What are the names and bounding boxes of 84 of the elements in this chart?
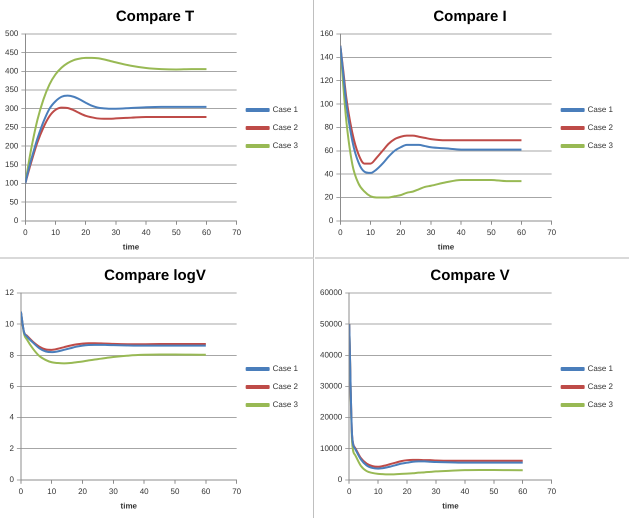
legend-label: Case 1 bbox=[272, 105, 299, 114]
x-tick-label: 40 bbox=[140, 486, 150, 496]
y-tick-label: 12 bbox=[4, 288, 14, 298]
legend-label: Case 3 bbox=[588, 141, 614, 150]
y-tick-label: 6 bbox=[9, 382, 14, 391]
legend-label: Case 1 bbox=[588, 364, 614, 374]
y-tick-label: 50000 bbox=[320, 319, 343, 328]
y-tick-label: 4 bbox=[9, 412, 14, 422]
x-tick-label: 60 bbox=[517, 228, 526, 237]
y-tick-label: 40000 bbox=[320, 350, 343, 360]
x-tick-label: 0 bbox=[23, 228, 28, 237]
y-tick-label: 30000 bbox=[320, 382, 343, 391]
x-tick-label: 30 bbox=[108, 486, 118, 496]
y-tick-label: 10 bbox=[4, 319, 14, 328]
x-axis-title: time bbox=[442, 501, 460, 510]
x-tick-label: 10 bbox=[366, 228, 376, 237]
legend-label: Case 2 bbox=[272, 123, 299, 132]
x-tick-label: 40 bbox=[460, 486, 470, 496]
x-tick-label: 10 bbox=[47, 486, 57, 496]
chart-title: Compare I bbox=[433, 8, 507, 26]
y-tick-label: 140 bbox=[320, 52, 334, 62]
y-tick-label: 400 bbox=[4, 66, 19, 76]
y-tick-label: 250 bbox=[4, 122, 19, 132]
y-tick-label: 20 bbox=[324, 192, 334, 202]
y-tick-label: 20000 bbox=[320, 412, 343, 422]
legend-label: Case 1 bbox=[588, 105, 614, 114]
x-tick-label: 20 bbox=[78, 486, 88, 496]
y-tick-label: 2 bbox=[9, 444, 14, 453]
y-tick-label: 0 bbox=[9, 475, 14, 484]
y-tick-label: 0 bbox=[338, 475, 343, 484]
y-tick-label: 50 bbox=[9, 197, 19, 206]
y-tick-label: 100 bbox=[4, 178, 19, 188]
x-tick-label: 70 bbox=[547, 486, 557, 496]
y-tick-label: 160 bbox=[320, 29, 334, 38]
x-tick-label: 30 bbox=[432, 486, 441, 496]
x-tick-label: 60 bbox=[518, 486, 528, 496]
x-tick-label: 50 bbox=[172, 228, 182, 237]
x-tick-label: 70 bbox=[232, 486, 242, 496]
y-tick-label: 300 bbox=[4, 104, 19, 113]
y-tick-label: 10000 bbox=[320, 444, 343, 453]
legend-label: Case 2 bbox=[272, 382, 299, 392]
y-tick-label: 150 bbox=[4, 160, 19, 169]
y-tick-label: 80 bbox=[324, 122, 334, 132]
legend-label: Case 1 bbox=[272, 364, 299, 374]
x-axis-title: time bbox=[122, 242, 140, 252]
x-tick-label: 10 bbox=[51, 228, 61, 237]
x-tick-label: 0 bbox=[347, 486, 352, 496]
y-tick-label: 8 bbox=[9, 350, 14, 360]
y-tick-label: 500 bbox=[4, 29, 19, 38]
x-tick-label: 40 bbox=[456, 228, 466, 237]
x-tick-label: 50 bbox=[489, 486, 499, 496]
chart-title: Compare V bbox=[430, 267, 510, 284]
y-tick-label: 100 bbox=[320, 99, 334, 108]
x-tick-label: 70 bbox=[547, 228, 557, 237]
y-tick-label: 0 bbox=[328, 216, 334, 226]
x-tick-label: 60 bbox=[202, 228, 212, 237]
y-tick-label: 60000 bbox=[320, 288, 343, 298]
x-tick-label: 10 bbox=[374, 486, 384, 496]
y-tick-label: 40 bbox=[324, 169, 334, 178]
legend-label: Case 3 bbox=[272, 400, 299, 410]
y-tick-label: 120 bbox=[320, 76, 334, 85]
legend-label: Case 3 bbox=[272, 141, 299, 150]
x-tick-label: 30 bbox=[426, 228, 436, 237]
x-tick-label: 50 bbox=[170, 486, 180, 496]
x-tick-label: 70 bbox=[232, 228, 242, 237]
x-axis-title: time bbox=[120, 501, 138, 510]
y-tick-label: 200 bbox=[4, 141, 19, 150]
x-tick-label: 30 bbox=[111, 228, 121, 237]
x-axis-title: time bbox=[438, 242, 455, 252]
x-tick-label: 50 bbox=[486, 228, 496, 237]
legend-label: Case 3 bbox=[588, 400, 614, 410]
x-tick-label: 20 bbox=[402, 486, 412, 496]
chart-title: Compare T bbox=[116, 8, 194, 26]
y-tick-label: 450 bbox=[4, 48, 19, 57]
x-tick-label: 20 bbox=[396, 228, 406, 237]
y-tick-label: 350 bbox=[4, 85, 19, 94]
y-tick-label: 60 bbox=[324, 146, 334, 155]
chart-title: Compare logV bbox=[104, 267, 206, 284]
x-tick-label: 20 bbox=[81, 228, 91, 237]
legend-label: Case 2 bbox=[588, 382, 614, 392]
legend-label: Case 2 bbox=[588, 123, 614, 132]
x-tick-label: 40 bbox=[142, 228, 152, 237]
x-tick-label: 60 bbox=[201, 486, 211, 496]
y-tick-label: 0 bbox=[14, 216, 19, 226]
